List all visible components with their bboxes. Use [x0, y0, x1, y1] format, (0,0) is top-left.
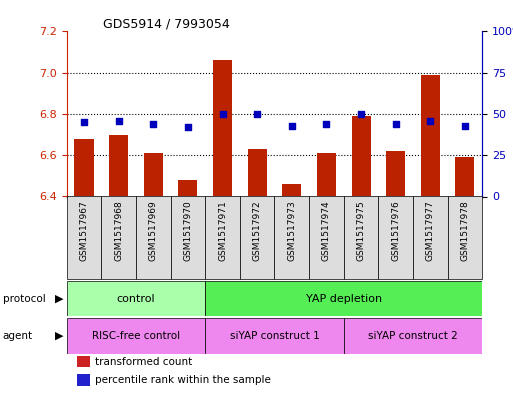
Text: siYAP construct 2: siYAP construct 2 [368, 331, 458, 341]
Bar [317, 153, 336, 196]
Bar [309, 196, 344, 279]
Point [80, 119, 88, 125]
Text: siYAP construct 1: siYAP construct 1 [230, 331, 319, 341]
Bar [74, 139, 93, 196]
Bar [248, 149, 267, 196]
Text: GSM1517975: GSM1517975 [357, 200, 366, 261]
Point [322, 121, 330, 127]
Bar [213, 60, 232, 196]
Bar [179, 180, 198, 196]
Text: protocol: protocol [3, 294, 45, 304]
Bar [170, 196, 205, 279]
Text: GSM1517974: GSM1517974 [322, 200, 331, 261]
Bar [421, 75, 440, 196]
Point [184, 124, 192, 130]
Text: GSM1517976: GSM1517976 [391, 200, 400, 261]
Text: ▶: ▶ [55, 331, 64, 341]
Text: GSM1517968: GSM1517968 [114, 200, 123, 261]
Bar [205, 281, 482, 316]
Bar [456, 157, 475, 196]
Text: GSM1517971: GSM1517971 [218, 200, 227, 261]
Point [253, 111, 261, 117]
Text: GSM1517973: GSM1517973 [287, 200, 297, 261]
Bar [413, 196, 447, 279]
Bar [240, 196, 274, 279]
Text: percentile rank within the sample: percentile rank within the sample [95, 375, 271, 385]
Bar [344, 196, 378, 279]
Bar [378, 196, 413, 279]
Text: GDS5914 / 7993054: GDS5914 / 7993054 [103, 18, 229, 31]
Bar [101, 196, 136, 279]
Bar [274, 196, 309, 279]
Text: agent: agent [3, 331, 33, 341]
Point [391, 121, 400, 127]
Bar [282, 184, 301, 196]
Point [357, 111, 365, 117]
Bar [67, 281, 205, 316]
Bar [205, 318, 344, 354]
Text: RISC-free control: RISC-free control [92, 331, 180, 341]
Text: transformed count: transformed count [95, 356, 192, 367]
Bar [386, 151, 405, 196]
Bar [344, 318, 482, 354]
Point [114, 118, 123, 124]
Point [149, 121, 157, 127]
Bar [447, 196, 482, 279]
Bar [67, 318, 205, 354]
Text: GSM1517977: GSM1517977 [426, 200, 435, 261]
Bar [136, 196, 170, 279]
Point [426, 118, 435, 124]
Text: GSM1517972: GSM1517972 [252, 200, 262, 261]
Text: ▶: ▶ [55, 294, 64, 304]
Bar [144, 153, 163, 196]
Bar [67, 196, 101, 279]
Bar [351, 116, 370, 196]
Text: GSM1517978: GSM1517978 [460, 200, 469, 261]
Text: GSM1517969: GSM1517969 [149, 200, 158, 261]
Text: control: control [116, 294, 155, 304]
Bar [205, 196, 240, 279]
Text: GSM1517970: GSM1517970 [183, 200, 192, 261]
Point [461, 122, 469, 129]
Bar [109, 134, 128, 196]
Point [219, 111, 227, 117]
Point [288, 122, 296, 129]
Text: YAP depletion: YAP depletion [306, 294, 382, 304]
Text: GSM1517967: GSM1517967 [80, 200, 89, 261]
